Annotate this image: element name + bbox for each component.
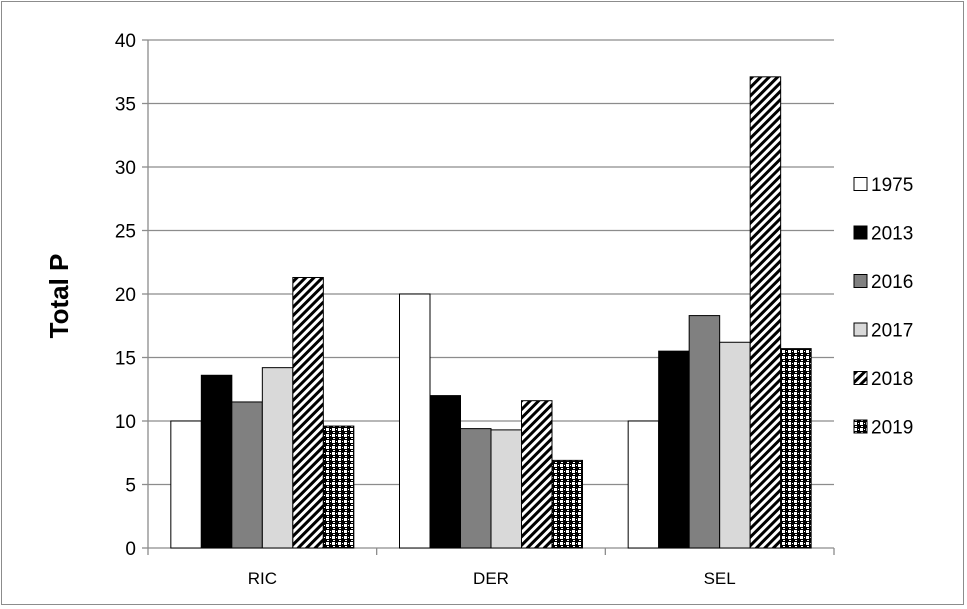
y-tick-label: 30 (115, 158, 136, 179)
bar-sel-2016 (688, 315, 721, 549)
y-axis-title: Total P (44, 254, 74, 339)
bar-der-1975 (399, 293, 431, 549)
bars (170, 76, 812, 549)
bar-ric-2019 (322, 425, 355, 549)
bar-ric-2018 (292, 276, 324, 549)
bar-ric-2016 (231, 401, 263, 549)
bar-der-2017 (490, 429, 522, 549)
legend-label: 2019 (871, 418, 913, 439)
legend-swatch (853, 177, 868, 191)
bar-sel-2019 (780, 348, 812, 549)
legend-label: 2017 (871, 321, 913, 342)
y-tick-label: 40 (115, 31, 136, 52)
y-tick-label: 0 (125, 539, 136, 560)
legend-swatch (853, 225, 868, 240)
x-category-label: SEL (704, 569, 736, 588)
legend-label: 2018 (871, 369, 913, 390)
bar-ric-2017 (261, 367, 294, 549)
legend-swatch (853, 419, 868, 434)
y-tick-label: 5 (125, 476, 136, 497)
x-category-label: DER (473, 569, 509, 588)
bar-der-2013 (429, 395, 461, 549)
legend-label: 2013 (871, 224, 913, 245)
bar-sel-2017 (719, 341, 751, 549)
bar-der-2016 (460, 428, 492, 549)
y-tick-label: 15 (115, 349, 136, 370)
legend-label: 2016 (871, 272, 913, 293)
legend: 1975 2013 2016 2017 2018 2019 (853, 175, 913, 439)
y-tick-label: 35 (115, 95, 136, 116)
legend-swatch (853, 322, 868, 337)
legend-swatch (853, 371, 868, 385)
bar-ric-1975 (170, 420, 202, 549)
axis-labels: 0 5 10 15 20 25 30 35 40 RIC DER SEL (115, 31, 736, 588)
bar-sel-2018 (749, 76, 782, 549)
bar-der-2018 (521, 400, 553, 549)
legend-swatch (853, 274, 868, 288)
y-tick-label: 20 (115, 285, 136, 306)
bar-der-2019 (551, 459, 583, 549)
bar-sel-2013 (658, 350, 690, 549)
bar-sel-1975 (627, 420, 660, 549)
y-tick-label: 10 (115, 412, 136, 433)
y-tick-label: 25 (115, 222, 136, 243)
legend-label: 1975 (871, 175, 913, 196)
bar-ric-2013 (200, 374, 233, 549)
x-category-label: RIC (248, 569, 277, 588)
